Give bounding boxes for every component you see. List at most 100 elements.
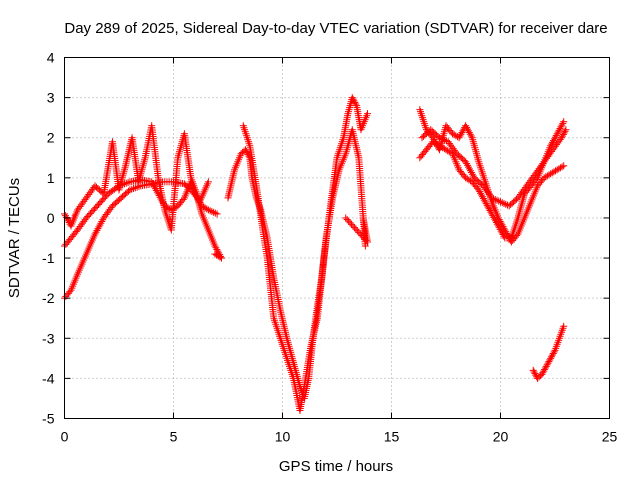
data-point — [216, 253, 224, 261]
data-point — [95, 223, 103, 231]
y-tick-label: 1 — [47, 170, 55, 186]
x-tick-label: 0 — [61, 429, 69, 445]
data-point — [550, 348, 558, 356]
data-point — [91, 230, 99, 238]
data-point — [548, 351, 556, 359]
data-point — [465, 165, 473, 173]
data-point — [468, 170, 476, 178]
data-point — [361, 242, 369, 250]
data-point — [439, 135, 447, 143]
data-point — [467, 168, 475, 176]
data-point — [539, 369, 547, 377]
series-track-d — [224, 126, 369, 402]
data-point — [560, 162, 568, 170]
data-point — [351, 98, 359, 106]
x-tick-label: 15 — [384, 429, 400, 445]
data-point — [531, 370, 539, 378]
x-tick-label: 25 — [602, 429, 618, 445]
data-point — [463, 160, 471, 168]
data-point — [346, 219, 354, 227]
data-point — [345, 217, 353, 225]
x-tick-label: 5 — [170, 429, 178, 445]
data-point — [126, 186, 134, 194]
y-tick-label: -5 — [42, 411, 55, 427]
data-point — [546, 356, 554, 364]
data-point — [242, 147, 250, 155]
data-point — [133, 183, 141, 191]
data-point — [549, 350, 557, 358]
data-point — [529, 366, 537, 374]
data-point — [353, 227, 361, 235]
data-point — [211, 209, 219, 217]
data-point — [124, 179, 132, 187]
data-point — [342, 214, 350, 222]
data-point — [495, 197, 503, 205]
data-point — [361, 235, 369, 243]
data-point — [210, 208, 218, 216]
data-point — [122, 179, 130, 187]
data-point — [128, 185, 136, 193]
series-track-i — [529, 322, 568, 382]
data-point — [562, 126, 570, 134]
data-points — [61, 94, 570, 414]
data-point — [540, 367, 548, 375]
y-tick-label: -3 — [42, 330, 55, 346]
data-point — [349, 95, 357, 103]
data-point — [543, 361, 551, 369]
axis-ticks: 0 5 10 15 20 25 -5 -4 -3 -2 -1 0 1 2 3 4 — [42, 50, 617, 445]
data-point — [204, 206, 212, 214]
data-point — [490, 195, 498, 203]
data-point — [441, 136, 449, 144]
data-point — [130, 185, 138, 193]
data-point — [560, 322, 568, 330]
data-point — [498, 199, 506, 207]
data-point — [359, 233, 367, 241]
data-point — [560, 118, 568, 126]
data-point — [217, 254, 225, 262]
y-tick-label: 3 — [47, 90, 55, 106]
data-point — [131, 184, 139, 192]
y-tick-label: 2 — [47, 130, 55, 146]
data-point — [350, 97, 358, 105]
data-point — [530, 368, 538, 376]
data-point — [348, 94, 356, 102]
data-point — [364, 238, 372, 246]
data-point — [488, 194, 496, 202]
data-point — [69, 214, 77, 222]
data-point — [465, 163, 473, 171]
data-point — [559, 119, 567, 127]
data-point — [208, 208, 216, 216]
data-point — [352, 225, 360, 233]
series-track-c — [61, 122, 212, 234]
x-tick-label: 10 — [275, 429, 291, 445]
series-track-f — [416, 106, 568, 246]
data-point — [435, 134, 443, 142]
data-point — [541, 364, 549, 372]
data-point — [559, 131, 567, 139]
data-point — [206, 207, 214, 215]
data-point — [355, 228, 363, 236]
y-axis-label: SDTVAR / TECUs — [6, 178, 23, 298]
data-point — [541, 366, 549, 374]
x-tick-label: 20 — [493, 429, 509, 445]
data-point — [466, 167, 474, 175]
data-point — [343, 216, 351, 224]
y-tick-label: -1 — [42, 250, 55, 266]
data-point — [560, 129, 568, 137]
series-track-e — [239, 94, 372, 414]
data-point — [544, 359, 552, 367]
chart-title: Day 289 of 2025, Sidereal Day-to-day VTE… — [64, 20, 607, 37]
series-track-h — [418, 126, 570, 210]
data-point — [558, 134, 566, 142]
y-tick-label: 0 — [47, 210, 55, 226]
data-point — [545, 358, 553, 366]
data-point — [467, 132, 475, 140]
y-tick-label: -2 — [42, 290, 55, 306]
series-isolated — [69, 214, 372, 262]
data-point — [503, 201, 511, 209]
plot-frame — [64, 57, 610, 419]
data-point — [243, 149, 251, 157]
data-point — [500, 200, 508, 208]
data-point — [93, 226, 101, 234]
x-axis-label: GPS time / hours — [279, 458, 393, 475]
